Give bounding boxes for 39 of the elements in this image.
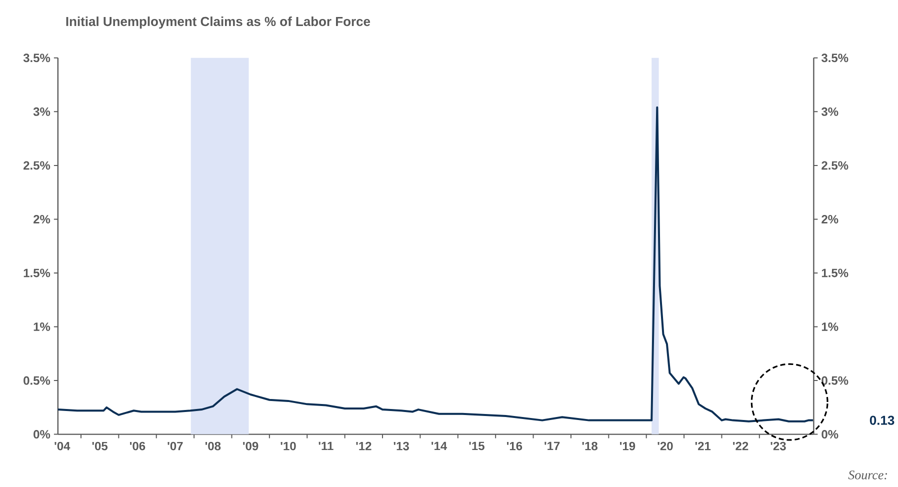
y-tick-label: 1.5% <box>24 268 50 278</box>
y-tick-label: 0.5% <box>24 376 50 385</box>
y2-tick-label: 0% <box>822 430 838 438</box>
y-tick-label: 2.5% <box>24 161 50 170</box>
y2-tick-label: 2% <box>822 214 838 224</box>
y2-tick-label: 1% <box>822 322 838 331</box>
y2-tick-label: 3.5% <box>821 54 848 62</box>
x-tick-label: '22 <box>733 442 748 450</box>
y-tick-label: 0% <box>34 430 50 438</box>
x-tick-label: '18 <box>582 442 598 450</box>
y2-tick-label: 0.5% <box>822 376 848 385</box>
x-tick-label: '16 <box>506 442 522 450</box>
x-tick-label: '11 <box>318 442 334 450</box>
x-tick-label: '05 <box>92 442 108 450</box>
x-tick-label: '14 <box>432 442 448 450</box>
x-tick-label: '06 <box>130 442 146 450</box>
source-note: Source: <box>848 470 887 480</box>
y-tick-label: 3% <box>33 107 50 116</box>
x-tick-label: '09 <box>243 442 258 450</box>
x-tick-label: '08 <box>205 442 221 450</box>
y2-tick-label: 2.5% <box>822 161 848 170</box>
chart-title: Initial Unemployment Claims as % of Labor Force <box>66 16 370 29</box>
text: 0.13 <box>870 416 894 425</box>
x-tick-label: '07 <box>168 442 183 450</box>
x-tick-label: '17 <box>544 442 560 450</box>
x-tick-label: '13 <box>394 442 409 450</box>
x-tick-label: '21 <box>695 442 711 450</box>
y-tick-label: 3.5% <box>23 54 50 62</box>
x-tick-label: '20 <box>658 442 673 450</box>
x-tick-label: '12 <box>356 442 372 450</box>
x-tick-label: '04 <box>54 442 70 450</box>
y2-tick-label: 1.5% <box>822 268 848 278</box>
x-tick-label: '23 <box>770 442 786 450</box>
x-tick-label: '15 <box>469 442 484 450</box>
x-tick-label: '19 <box>620 442 636 450</box>
x-tick-label: '10 <box>280 442 296 450</box>
y-tick-label: 2% <box>34 214 50 224</box>
y-tick-label: 1% <box>34 322 50 331</box>
y2-tick-label: 3% <box>821 107 838 116</box>
